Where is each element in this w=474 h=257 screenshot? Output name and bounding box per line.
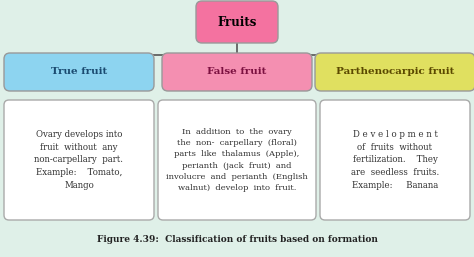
Text: True fruit: True fruit (51, 68, 107, 77)
FancyBboxPatch shape (4, 53, 154, 91)
FancyBboxPatch shape (158, 100, 316, 220)
FancyBboxPatch shape (196, 1, 278, 43)
FancyBboxPatch shape (4, 100, 154, 220)
Text: Parthenocarpic fruit: Parthenocarpic fruit (336, 68, 454, 77)
FancyBboxPatch shape (315, 53, 474, 91)
Text: Figure 4.39:  Classification of fruits based on formation: Figure 4.39: Classification of fruits ba… (97, 235, 377, 244)
Text: D e v e l o p m e n t
of  fruits  without
fertilization.    They
are  seedless  : D e v e l o p m e n t of fruits without … (351, 130, 439, 190)
FancyBboxPatch shape (162, 53, 312, 91)
Text: Ovary develops into
fruit  without  any
non-carpellary  part.
Example:    Tomato: Ovary develops into fruit without any no… (35, 130, 124, 190)
FancyBboxPatch shape (320, 100, 470, 220)
Text: Fruits: Fruits (217, 15, 257, 29)
Text: In  addition  to  the  ovary
the  non-  carpellary  (floral)
parts  like  thalam: In addition to the ovary the non- carpel… (166, 128, 308, 192)
Text: False fruit: False fruit (207, 68, 267, 77)
